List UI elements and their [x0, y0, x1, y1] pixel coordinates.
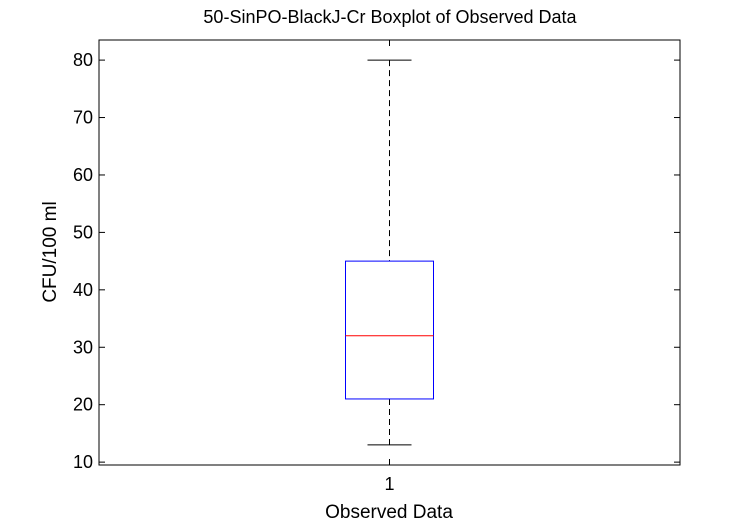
y-tick-label: 40	[73, 280, 93, 300]
y-tick-label: 70	[73, 108, 93, 128]
box-group	[345, 59, 434, 446]
y-tick-label: 60	[73, 165, 93, 185]
y-axis-label: CFU/100 ml	[40, 201, 61, 302]
y-tick-label: 30	[73, 337, 93, 357]
y-tick-label: 20	[73, 395, 93, 415]
x-axis: 1	[384, 40, 395, 494]
y-tick-label: 10	[73, 452, 93, 472]
iqr-box	[345, 260, 434, 400]
y-tick-label: 50	[73, 222, 93, 242]
y-axis: 10 20 30 40 50 60 70 80	[73, 50, 680, 472]
y-tick-label: 80	[73, 50, 93, 70]
chart-title: 50-SinPO-BlackJ-Cr Boxplot of Observed D…	[203, 7, 577, 27]
x-tick-label: 1	[384, 474, 394, 494]
x-axis-label: Observed Data	[325, 502, 453, 523]
